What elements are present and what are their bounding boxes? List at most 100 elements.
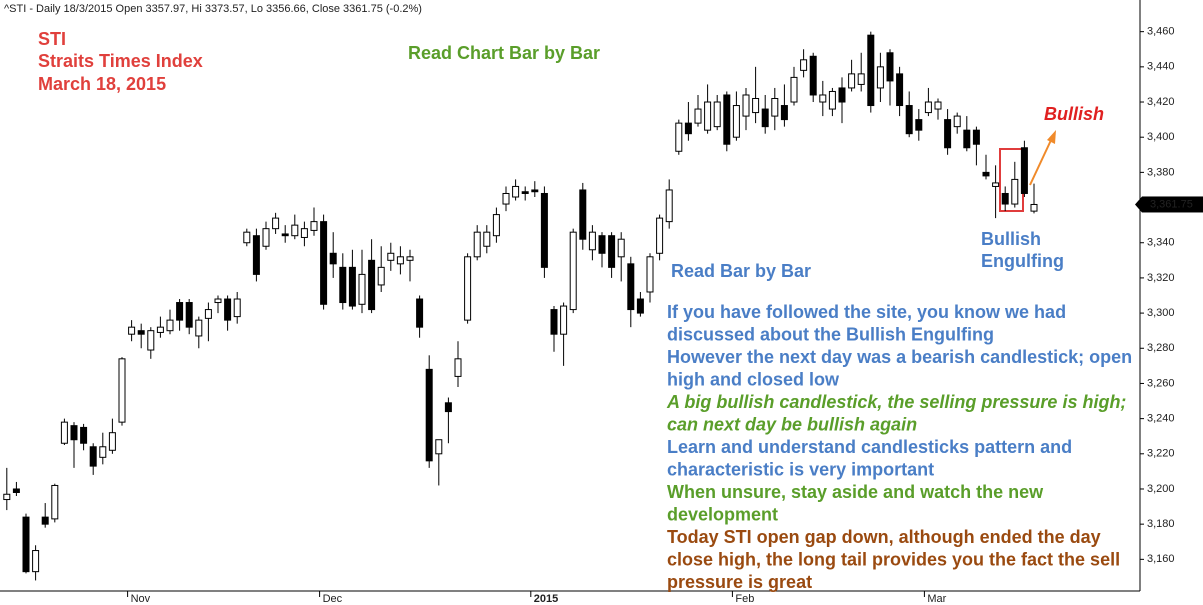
chart-title: ^STI - Daily 18/3/2015 Open 3357.97, Hi …	[4, 3, 422, 15]
candle-body	[483, 231, 491, 247]
annotation: Today STI open gap down, although ended …	[667, 527, 1101, 547]
candle-body	[540, 192, 548, 268]
x-tick-label: Feb	[735, 593, 754, 605]
x-tick-label: Dec	[323, 593, 343, 605]
candle-body	[704, 101, 712, 131]
candle-body	[982, 171, 990, 177]
candle-body	[368, 259, 376, 311]
candle-body	[1011, 178, 1019, 205]
last-price-box	[1142, 196, 1203, 213]
candle-body	[99, 446, 107, 458]
candle-body	[684, 122, 692, 135]
annotation: When unsure, stay aside and watch the ne…	[667, 482, 1044, 502]
candle-body	[425, 368, 433, 462]
candle-body	[876, 66, 884, 89]
candle-body	[502, 192, 510, 205]
candle-body	[560, 305, 568, 335]
candle-body	[358, 273, 366, 305]
candle-body	[521, 191, 529, 194]
candle-body	[12, 488, 20, 494]
candle-body	[752, 98, 760, 114]
candle-body	[396, 256, 404, 265]
annotation: close high, the long tail provides you t…	[667, 549, 1120, 569]
candle-body	[444, 402, 452, 413]
candle-body	[435, 439, 443, 455]
candle-body	[944, 119, 952, 149]
y-tick-label: 3,240	[1147, 413, 1175, 425]
candle-body	[195, 319, 203, 337]
candle-body	[848, 73, 856, 89]
candle-body	[972, 129, 980, 145]
candle-body	[550, 309, 558, 335]
y-tick-label: 3,180	[1147, 518, 1175, 530]
last-price-label: 3,361.75	[1150, 198, 1193, 210]
candle-body	[886, 52, 894, 82]
candle-body	[656, 217, 664, 254]
arrow-head	[1047, 130, 1056, 144]
candle-body	[224, 298, 232, 321]
candle-body	[819, 94, 827, 103]
candle-body	[80, 426, 88, 444]
candle-body	[32, 550, 40, 573]
candle-body	[771, 98, 779, 117]
annotation: Read Bar by Bar	[671, 261, 811, 281]
candle-body	[147, 330, 155, 351]
candle-body	[3, 493, 11, 501]
candle-body	[531, 189, 539, 193]
candle-body	[761, 108, 769, 128]
candle-body	[588, 231, 596, 251]
candle-body	[243, 231, 251, 244]
candle-body	[934, 101, 942, 110]
candle-body	[1001, 192, 1009, 205]
candle-body	[51, 484, 59, 520]
x-tick-label: Mar	[927, 593, 946, 605]
annotation: pressure is great	[667, 572, 812, 592]
candle-body	[214, 298, 222, 304]
candle-body	[1030, 203, 1038, 212]
y-tick-label: 3,440	[1147, 61, 1175, 73]
candle-body	[905, 105, 913, 135]
candle-body	[348, 266, 356, 307]
candle-body	[617, 238, 625, 258]
candle-body	[166, 319, 174, 332]
candle-body	[281, 233, 289, 237]
candle-body	[118, 358, 126, 423]
annotation: If you have followed the site, you know …	[667, 302, 1066, 322]
candle-body	[924, 101, 932, 114]
candle-body	[60, 421, 68, 444]
candle-body	[828, 90, 836, 110]
candle-body	[204, 309, 212, 319]
y-tick-label: 3,420	[1147, 96, 1175, 108]
annotation: Bullish	[981, 229, 1041, 249]
x-tick-label: Nov	[131, 593, 151, 605]
candle-body	[636, 298, 644, 314]
candle-body	[329, 252, 337, 265]
candle-body	[646, 256, 654, 293]
candle-body	[742, 94, 750, 117]
candle-body	[473, 231, 481, 258]
candle-body	[89, 446, 97, 467]
y-tick-label: 3,200	[1147, 483, 1175, 495]
candle-body	[1020, 147, 1028, 194]
candle-body	[608, 235, 616, 268]
annotation: March 18, 2015	[38, 74, 166, 94]
y-tick-label: 3,300	[1147, 307, 1175, 319]
candle-body	[896, 73, 904, 107]
candle-body	[156, 326, 164, 333]
candle-body	[416, 298, 424, 328]
candle-body	[406, 256, 414, 261]
candle-body	[291, 224, 299, 237]
candle-body	[963, 129, 971, 149]
candle-body	[272, 217, 280, 230]
annotation: Read Chart Bar by Bar	[408, 43, 600, 63]
candle-body	[492, 214, 500, 237]
candle-body	[185, 302, 193, 328]
candle-body	[262, 228, 270, 247]
candle-body	[569, 231, 577, 311]
y-tick-label: 3,220	[1147, 448, 1175, 460]
arrow	[1029, 137, 1053, 186]
annotation: Learn and understand candlesticks patter…	[667, 437, 1072, 457]
y-tick-label: 3,320	[1147, 272, 1175, 284]
annotation: Engulfing	[981, 251, 1064, 271]
